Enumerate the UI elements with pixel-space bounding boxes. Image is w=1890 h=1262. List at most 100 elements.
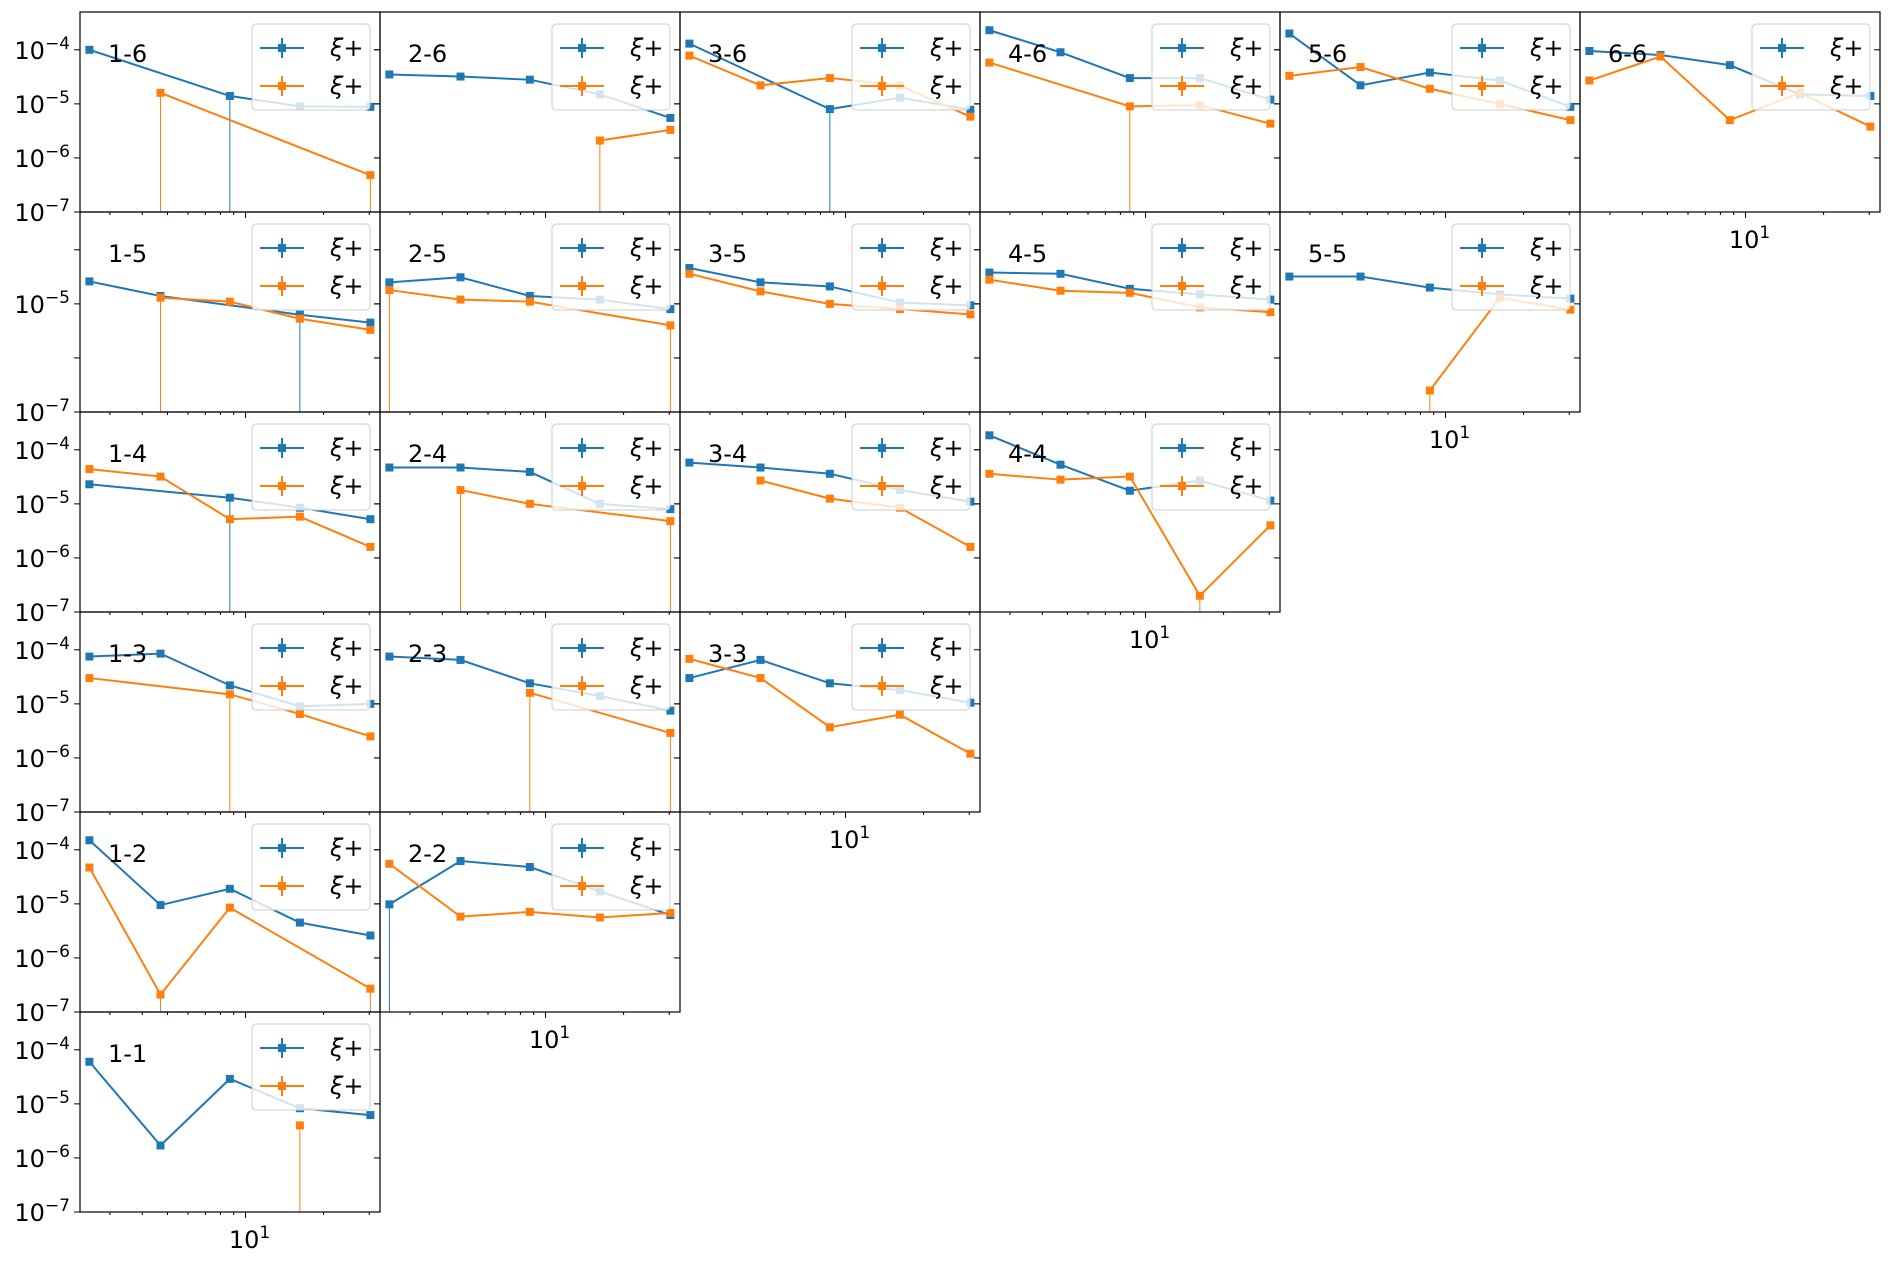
data-point bbox=[225, 681, 234, 690]
data-point bbox=[85, 836, 94, 845]
legend-marker bbox=[578, 444, 586, 452]
panel-1-1: 10−4 10−5 10−6 10−7 101 ξ+ ξ+ 1-1 bbox=[14, 1011, 381, 1254]
legend-marker bbox=[278, 844, 286, 852]
data-point bbox=[1725, 61, 1734, 70]
y-tick-label: 10−6 bbox=[14, 942, 70, 973]
data-point bbox=[225, 903, 234, 912]
data-point bbox=[366, 931, 375, 940]
data-point bbox=[156, 472, 165, 481]
data-point bbox=[595, 913, 604, 922]
panel-label: 1-5 bbox=[108, 240, 147, 268]
legend-marker bbox=[1178, 444, 1186, 452]
data-point bbox=[685, 269, 694, 278]
legend-marker bbox=[878, 444, 886, 452]
legend-marker bbox=[278, 482, 286, 490]
data-point bbox=[225, 884, 234, 893]
y-tick-label: 10−6 bbox=[14, 542, 70, 573]
legend-label: ξ+ bbox=[629, 72, 664, 100]
legend-label: ξ+ bbox=[329, 872, 364, 900]
data-point bbox=[1566, 116, 1575, 125]
legend: ξ+ ξ+ bbox=[251, 423, 371, 511]
legend: ξ+ ξ+ bbox=[851, 423, 971, 511]
legend: ξ+ ξ+ bbox=[1151, 423, 1271, 511]
legend-label: ξ+ bbox=[929, 672, 964, 700]
y-tick-label: 10−6 bbox=[14, 1142, 70, 1173]
data-point bbox=[366, 542, 375, 551]
legend-label: ξ+ bbox=[329, 672, 364, 700]
data-point bbox=[756, 287, 765, 296]
series-group bbox=[1285, 272, 1575, 412]
y-tick-label: 10−5 bbox=[14, 1088, 70, 1119]
data-point bbox=[525, 467, 534, 476]
data-point bbox=[385, 652, 394, 661]
legend-marker bbox=[878, 244, 886, 252]
data-point bbox=[156, 901, 165, 910]
data-point bbox=[985, 469, 994, 478]
panel-3-4: ξ+ ξ+ 3-4 bbox=[674, 411, 981, 618]
legend-label: ξ+ bbox=[629, 834, 664, 862]
data-point bbox=[225, 515, 234, 524]
data-point bbox=[966, 749, 975, 758]
y-tick-label: 10−7 bbox=[14, 1196, 70, 1227]
data-point bbox=[456, 486, 465, 495]
legend: ξ+ ξ+ bbox=[251, 823, 371, 911]
data-point bbox=[456, 655, 465, 664]
data-point bbox=[295, 512, 304, 521]
y-tick-label: 10−5 bbox=[14, 888, 70, 919]
data-point bbox=[825, 74, 834, 83]
data-point bbox=[456, 273, 465, 282]
panel-label: 1-6 bbox=[108, 40, 147, 68]
data-point bbox=[985, 26, 994, 35]
y-tick-label: 10−5 bbox=[14, 88, 70, 119]
data-point bbox=[966, 112, 975, 121]
x-tick-label: 101 bbox=[229, 1223, 270, 1254]
legend-marker bbox=[1178, 44, 1186, 52]
series-line bbox=[389, 289, 671, 327]
panel-2-6: ξ+ ξ+ 2-6 bbox=[374, 11, 681, 218]
legend-marker bbox=[878, 682, 886, 690]
legend-marker bbox=[278, 244, 286, 252]
panel-5-6: ξ+ ξ+ 5-6 bbox=[1274, 11, 1581, 218]
data-point bbox=[666, 125, 675, 134]
data-point bbox=[666, 517, 675, 526]
legend-label: ξ+ bbox=[329, 72, 364, 100]
data-point bbox=[825, 282, 834, 291]
data-point bbox=[1725, 116, 1734, 125]
legend-label: ξ+ bbox=[1229, 472, 1264, 500]
legend-marker bbox=[278, 1082, 286, 1090]
legend-marker bbox=[578, 482, 586, 490]
data-point bbox=[895, 710, 904, 719]
legend-label: ξ+ bbox=[929, 634, 964, 662]
legend-label: ξ+ bbox=[929, 234, 964, 262]
data-point bbox=[825, 723, 834, 732]
axes-frame bbox=[1579, 11, 1881, 213]
series-line bbox=[1429, 296, 1571, 392]
data-point bbox=[85, 480, 94, 489]
data-point bbox=[1425, 283, 1434, 292]
data-point bbox=[295, 918, 304, 927]
data-point bbox=[85, 277, 94, 286]
legend-marker bbox=[278, 282, 286, 290]
data-point bbox=[225, 1074, 234, 1083]
data-point bbox=[1125, 74, 1134, 83]
legend-marker bbox=[1778, 82, 1786, 90]
legend-marker bbox=[1478, 244, 1486, 252]
data-point bbox=[756, 278, 765, 287]
panel-1-3: 10−4 10−5 10−6 10−7 ξ+ ξ+ 1-3 bbox=[14, 611, 381, 827]
data-point bbox=[685, 654, 694, 663]
legend: ξ+ ξ+ bbox=[1151, 23, 1271, 111]
panel-3-5: ξ+ ξ+ 3-5 bbox=[674, 211, 981, 418]
axes-frame bbox=[379, 811, 681, 1013]
data-point bbox=[1356, 272, 1365, 281]
legend: ξ+ ξ+ bbox=[851, 223, 971, 311]
data-point bbox=[156, 293, 165, 302]
series-group bbox=[385, 652, 675, 812]
data-point bbox=[295, 709, 304, 718]
y-tick-label: 10−7 bbox=[14, 596, 70, 627]
y-tick-label: 10−4 bbox=[14, 1034, 70, 1065]
data-point bbox=[1125, 472, 1134, 481]
legend-label: ξ+ bbox=[629, 272, 664, 300]
data-point bbox=[1125, 486, 1134, 495]
data-point bbox=[1266, 521, 1275, 530]
legend-label: ξ+ bbox=[329, 234, 364, 262]
